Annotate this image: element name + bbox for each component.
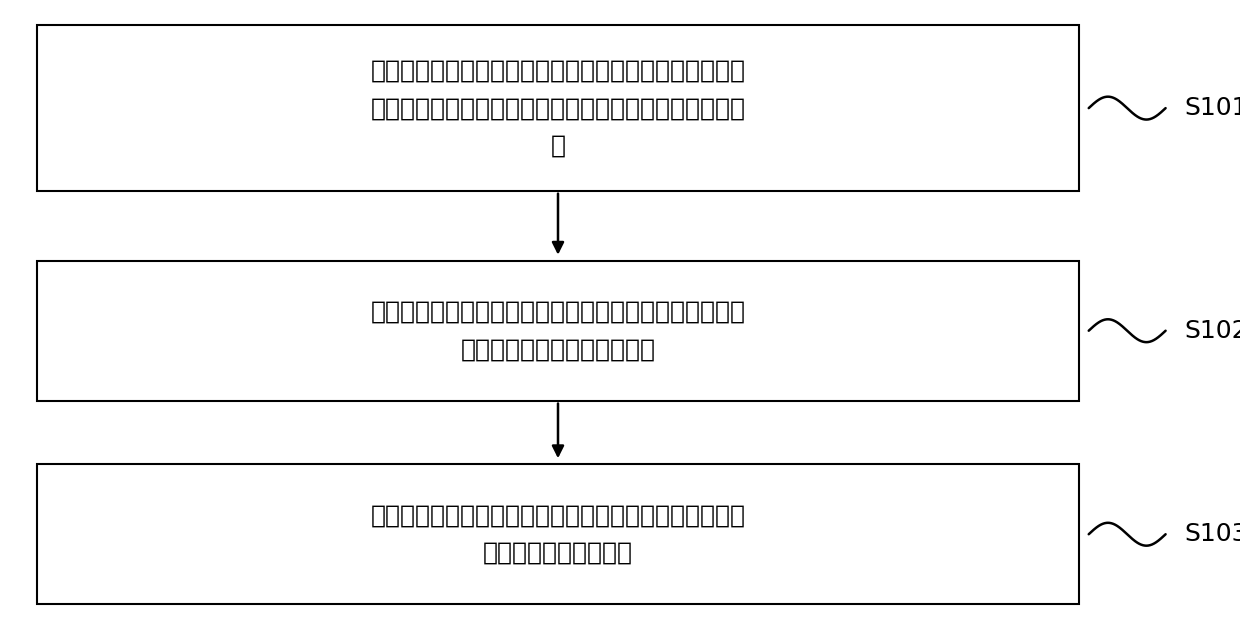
FancyBboxPatch shape [37,261,1079,401]
Text: S101: S101 [1184,96,1240,120]
Text: S103: S103 [1184,522,1240,546]
Text: S102: S102 [1184,319,1240,343]
Text: 筛选出包含目标区域的切片，并对筛选出的切片进行面部
边界检测，以获取可信边界点: 筛选出包含目标区域的切片，并对筛选出的切片进行面部 边界检测，以获取可信边界点 [371,300,745,361]
Text: 对胎儿体数据在预定方向的多帧切片进行检测，以获取各
帧切片的目标区域，其中，所述目标区域包括胎儿头部区
域: 对胎儿体数据在预定方向的多帧切片进行检测，以获取各 帧切片的目标区域，其中，所述… [371,59,745,158]
FancyBboxPatch shape [37,464,1079,604]
FancyBboxPatch shape [37,25,1079,191]
Text: 根据所述可信边界点对胎儿体数据进行裁剪，以得到超声
三维胎儿面部轮廓图像: 根据所述可信边界点对胎儿体数据进行裁剪，以得到超声 三维胎儿面部轮廓图像 [371,504,745,565]
